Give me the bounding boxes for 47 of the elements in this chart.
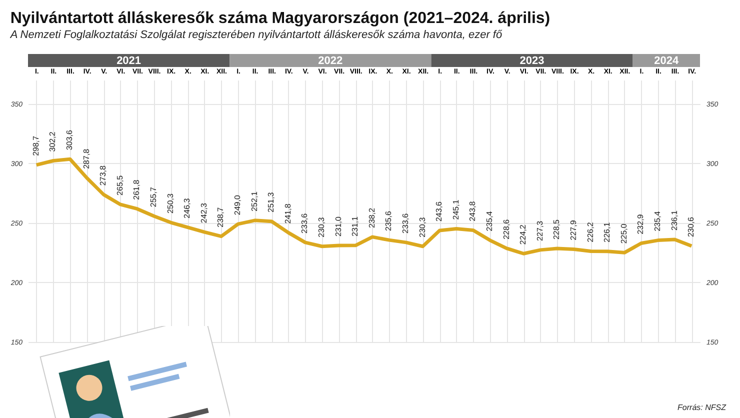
data-label: 243,6	[434, 200, 444, 222]
data-label: 265,5	[115, 174, 124, 196]
data-label: 228,6	[502, 218, 511, 240]
data-label: 287,8	[82, 148, 91, 169]
data-label: 228,5	[552, 218, 562, 240]
text: 2021	[116, 55, 142, 67]
data-label: 236,1	[670, 210, 679, 230]
data-label: 238,2	[367, 207, 376, 228]
data-label: 246,3	[182, 198, 192, 218]
data-label: 255,7	[149, 186, 158, 208]
data-label: 232,9	[636, 214, 646, 234]
data-label: 227,9	[569, 220, 578, 240]
data-label: 231,0	[334, 216, 343, 237]
data-label: 245,1	[451, 199, 460, 220]
data-label: 273,8	[98, 164, 108, 186]
data-label: 231,1	[350, 216, 360, 236]
data-label: 230,3	[317, 216, 326, 238]
data-label: 249,0	[233, 194, 242, 216]
data-label: 238,7	[216, 206, 226, 228]
data-label: 233,6	[401, 212, 410, 234]
data-label: 243,8	[468, 200, 478, 222]
data-label: 230,6	[686, 216, 696, 238]
text: Forrás: NFSZ	[678, 403, 726, 412]
data-label: 250,3	[166, 192, 175, 214]
chart-subtitle: A Nemzeti Foglalkoztatási Szolgálat regiszterében nyilvántartott álláskeresők száma havonta, ezer fő	[9, 29, 503, 41]
chart-title: Nyilvántartott álláskeresők száma Magyarországon (2021–2024. április)	[10, 10, 550, 27]
data-label: 230,3	[418, 216, 427, 238]
data-label: 235,4	[653, 210, 662, 232]
text: 2024	[654, 55, 680, 67]
data-label: 235,4	[485, 210, 494, 232]
data-label: 252,1	[250, 190, 259, 212]
data-label: 241,8	[283, 203, 292, 224]
data-label: 224,2	[518, 224, 528, 245]
text: 2023	[520, 55, 544, 67]
text: 2022	[318, 55, 343, 67]
data-label: 251,3	[266, 192, 276, 212]
data-label: 235,6	[384, 210, 394, 232]
data-label: 226,2	[586, 222, 595, 242]
data-label: 242,3	[199, 202, 208, 224]
data-label: 302,2	[48, 131, 58, 152]
data-label: 226,1	[602, 222, 612, 242]
data-label: 303,6	[65, 130, 74, 150]
data-label: 261,8	[132, 179, 142, 200]
data-label: 298,7	[31, 135, 40, 156]
data-label: 225,0	[619, 223, 628, 244]
data-label: 233,6	[300, 212, 310, 234]
data-label: 227,3	[535, 220, 544, 241]
